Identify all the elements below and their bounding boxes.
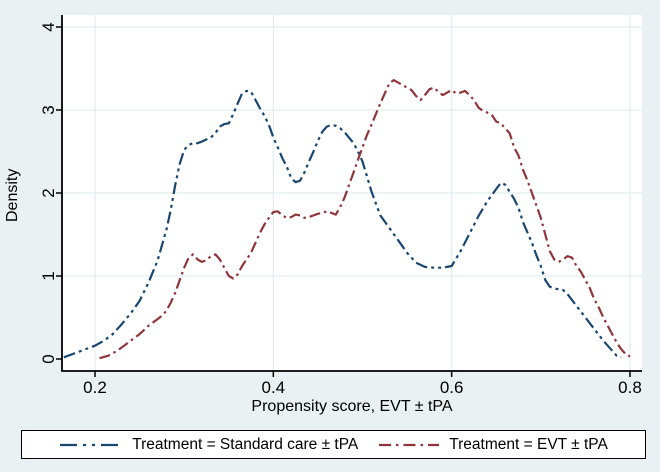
legend-label: Treatment = EVT ± tPA <box>449 435 608 453</box>
y-tick-label: 2 <box>39 188 58 197</box>
y-tick-label: 3 <box>39 105 58 114</box>
x-tick-label: 0.2 <box>83 378 107 397</box>
x-axis-title: Propensity score, EVT ± tPA <box>251 398 453 415</box>
density-curve-standard-care <box>63 89 622 359</box>
standard-care-line-sample-icon <box>60 443 123 446</box>
x-tick-label: 0.4 <box>262 378 286 397</box>
y-tick-label: 1 <box>39 271 58 280</box>
evt-line-sample-icon <box>379 443 440 446</box>
legend-item-evt: Treatment = EVT ± tPA <box>378 436 608 454</box>
x-tick-label: 0.6 <box>440 378 464 397</box>
y-tick-label: 4 <box>39 22 58 31</box>
y-axis-title: Density <box>4 168 21 222</box>
density-curve-evt <box>99 78 631 360</box>
legend-box: Treatment = Standard care ± tPA Treatmen… <box>21 430 646 459</box>
legend-item-standard-care: Treatment = Standard care ± tPA <box>59 436 358 454</box>
y-tick-label: 0 <box>39 354 58 363</box>
x-tick-label: 0.8 <box>618 378 642 397</box>
legend-label: Treatment = Standard care ± tPA <box>132 435 359 453</box>
